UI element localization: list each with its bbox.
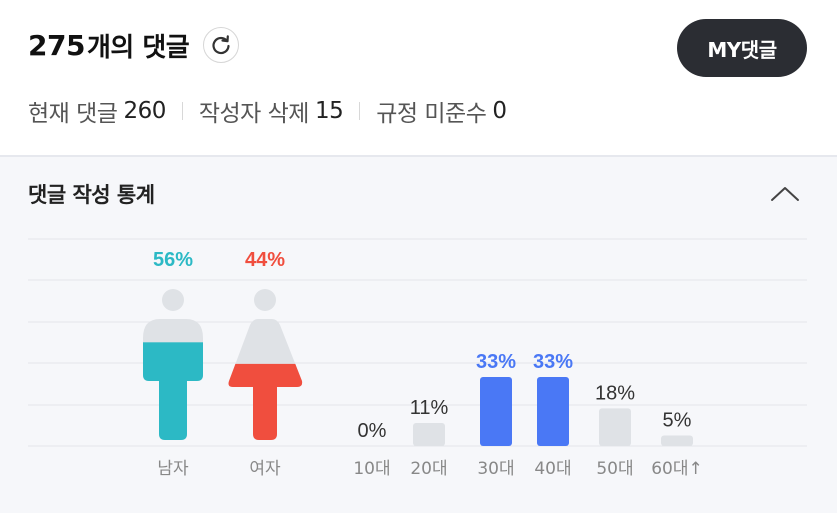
refresh-button[interactable] xyxy=(203,27,240,63)
age-category-label: 50대 xyxy=(596,459,633,479)
age-value-label: 33% xyxy=(476,351,516,373)
stat-value: 0 xyxy=(492,98,507,124)
age-category-label: 10대 xyxy=(353,459,390,479)
gender-value-label: 56% xyxy=(153,249,193,271)
age-value-label: 0% xyxy=(358,420,387,442)
age-category-label: 40대 xyxy=(534,459,571,479)
comment-stats: 현재 댓글 260 작성자 삭제 15 규정 미준수 0 xyxy=(28,94,507,128)
male-figure xyxy=(143,289,203,440)
age-bar xyxy=(537,377,569,446)
age-value-label: 5% xyxy=(663,410,692,432)
age-category-label: 20대 xyxy=(410,459,447,479)
age-bar xyxy=(661,435,693,446)
age-bar xyxy=(413,423,445,446)
statistics-chart: 56% 남자 44% 여자 0% 10대 11% 20대 33% 30대 33% 40대 18% 50대… xyxy=(28,238,807,479)
refresh-icon xyxy=(212,35,230,55)
comment-title-label: 개의 댓글 xyxy=(86,32,190,63)
female-figure-fill xyxy=(228,363,303,440)
stat-value: 260 xyxy=(123,98,166,124)
stat-label: 규정 미준수 xyxy=(376,101,487,127)
stat-current: 현재 댓글 260 xyxy=(28,94,166,128)
male-figure-fill xyxy=(143,342,203,440)
stat-value: 15 xyxy=(314,98,344,124)
age-category-label: 30대 xyxy=(477,459,514,479)
age-value-label: 11% xyxy=(410,397,449,419)
stat-violations: 규정 미준수 0 xyxy=(376,94,507,128)
collapse-button[interactable] xyxy=(768,183,802,205)
female-figure xyxy=(228,289,303,440)
stat-deleted: 작성자 삭제 15 xyxy=(198,94,344,128)
chevron-up-icon xyxy=(771,187,799,201)
gender-value-label: 44% xyxy=(245,249,285,271)
panel-title: 댓글 작성 통계 xyxy=(28,183,155,207)
comment-header: 275 개의 댓글 MY댓글 현재 댓글 260 작성자 삭제 15 규정 미준… xyxy=(0,0,837,155)
age-category-label: 60대↑ xyxy=(651,459,703,479)
divider xyxy=(359,102,361,120)
age-bar xyxy=(480,377,512,446)
age-value-label: 18% xyxy=(595,382,635,404)
age-bar xyxy=(599,408,631,446)
stat-label: 작성자 삭제 xyxy=(198,101,310,127)
stat-label: 현재 댓글 xyxy=(28,101,118,127)
gender-category-label: 남자 xyxy=(157,459,189,479)
comment-statistics-panel: 56% 남자 44% 여자 0% 10대 11% 20대 33% 30대 33% 40대 18% 50대… xyxy=(0,155,837,513)
divider xyxy=(181,102,183,120)
gender-category-label: 여자 xyxy=(249,459,281,479)
comment-title: 275 개의 댓글 xyxy=(28,24,240,66)
comment-count: 275 xyxy=(28,28,85,62)
my-comments-button[interactable]: MY댓글 xyxy=(677,19,807,77)
age-value-label: 33% xyxy=(533,351,573,373)
gender-labels: 56% 남자 44% 여자 xyxy=(153,249,285,479)
age-bars: 0% 10대 11% 20대 33% 30대 33% 40대 18% 50대 5% 60대↑ xyxy=(353,351,702,479)
